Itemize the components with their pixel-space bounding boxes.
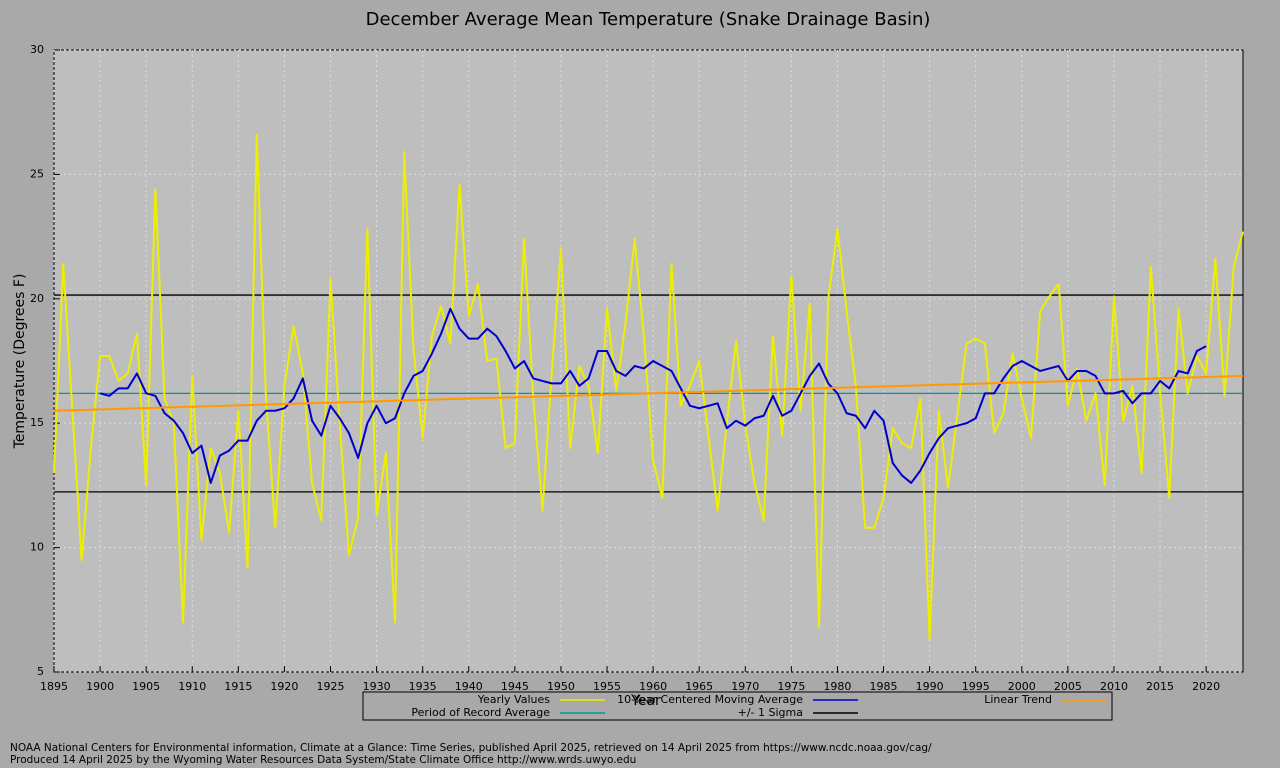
x-tick-label: 1900 — [86, 680, 114, 693]
legend-label: +/- 1 Sigma — [738, 706, 803, 719]
series-line — [53, 374, 1244, 412]
x-axis-label: Year — [630, 693, 661, 709]
legend-label: 10-Year Centered Moving Average — [617, 693, 803, 706]
footnote: Produced 14 April 2025 by the Wyoming Wa… — [10, 754, 636, 766]
x-tick-label: 1935 — [409, 680, 437, 693]
y-tick-label: 10 — [30, 541, 44, 554]
x-tick-label: 1990 — [916, 680, 944, 693]
x-tick-label: 2015 — [1146, 680, 1174, 693]
x-tick-label: 1920 — [270, 680, 298, 693]
x-tick-label: 1925 — [317, 680, 345, 693]
y-axis-label: Temperature (Degrees F) — [12, 274, 28, 450]
legend-label: Period of Record Average — [411, 706, 550, 719]
x-tick-label: 1995 — [962, 680, 990, 693]
x-tick-label: 1895 — [40, 680, 68, 693]
x-tick-label: 1915 — [224, 680, 252, 693]
y-tick-label: 30 — [30, 43, 44, 56]
y-tick-label: 20 — [30, 292, 44, 305]
x-tick-label: 1985 — [870, 680, 898, 693]
y-tick-label: 25 — [30, 167, 44, 180]
legend-label: Yearly Values — [477, 693, 551, 706]
x-tick-label: 1930 — [363, 680, 391, 693]
x-tick-label: 2005 — [1054, 680, 1082, 693]
x-tick-label: 1945 — [501, 680, 529, 693]
x-tick-label: 1970 — [731, 680, 759, 693]
x-tick-label: 1975 — [777, 680, 805, 693]
series-line — [99, 307, 1207, 484]
x-tick-label: 1955 — [593, 680, 621, 693]
chart-title: December Average Mean Temperature (Snake… — [366, 9, 931, 30]
y-tick-label: 5 — [37, 665, 44, 678]
x-tick-label: 1960 — [639, 680, 667, 693]
series-line — [53, 133, 1244, 641]
x-tick-label: 2020 — [1192, 680, 1220, 693]
x-tick-label: 1965 — [685, 680, 713, 693]
x-tick-label: 2010 — [1100, 680, 1128, 693]
legend-box — [362, 691, 1113, 721]
x-tick-label: 1905 — [132, 680, 160, 693]
x-tick-label: 1910 — [178, 680, 206, 693]
x-tick-label: 2000 — [1008, 680, 1036, 693]
x-tick-label: 1980 — [823, 680, 851, 693]
y-tick-label: 15 — [30, 416, 44, 429]
legend-label: Linear Trend — [984, 693, 1052, 706]
x-tick-label: 1950 — [547, 680, 575, 693]
footnote: NOAA National Centers for Environmental … — [10, 742, 932, 754]
x-tick-label: 1940 — [455, 680, 483, 693]
